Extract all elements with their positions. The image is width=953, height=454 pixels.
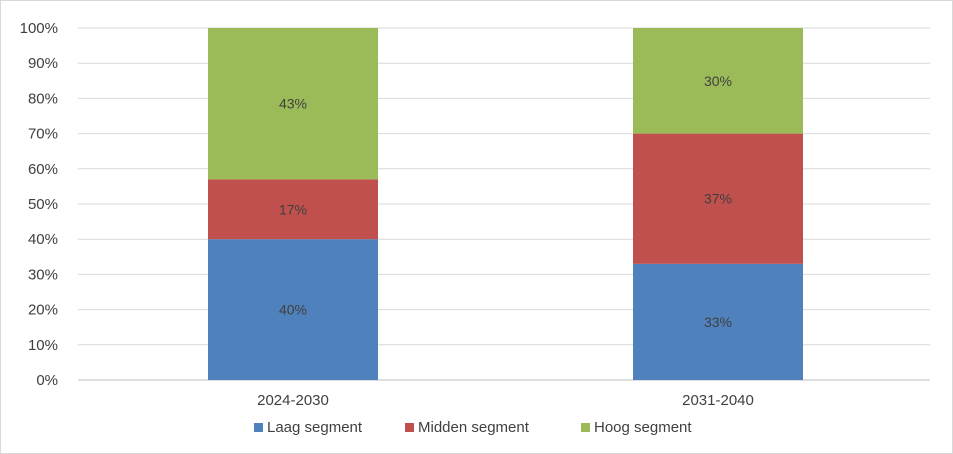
bar-segment-midden-segment — [208, 179, 378, 240]
x-category-label: 2031-2040 — [682, 392, 754, 409]
y-tick-label: 40% — [28, 231, 58, 248]
bar-segment-laag-segment — [633, 263, 803, 380]
bar-segment-hoog-segment — [633, 28, 803, 134]
data-label: 30% — [704, 73, 732, 89]
data-label: 43% — [279, 96, 307, 112]
y-tick-label: 90% — [28, 55, 58, 72]
y-tick-label: 30% — [28, 266, 58, 283]
x-category-label: 2024-2030 — [257, 392, 329, 409]
x-axis-category-labels: 2024-2030 2031-2040 — [257, 392, 754, 409]
legend-label: Midden segment — [418, 419, 530, 436]
legend-item-midden-segment: Midden segment — [405, 419, 530, 436]
bar-segment-midden-segment — [633, 133, 803, 264]
bar-segment-hoog-segment — [208, 28, 378, 180]
y-axis-tick-labels: 0% 10% 20% 30% 40% 50% 60% 70% 80% 90% 100% — [20, 20, 58, 389]
legend-swatch — [254, 423, 263, 432]
legend-item-hoog-segment: Hoog segment — [581, 419, 692, 436]
data-label: 17% — [279, 201, 307, 217]
bar-segment-laag-segment — [208, 239, 378, 380]
legend-label: Laag segment — [267, 419, 363, 436]
legend-swatch — [581, 423, 590, 432]
y-tick-label: 100% — [20, 20, 58, 37]
y-tick-label: 20% — [28, 302, 58, 319]
legend-label: Hoog segment — [594, 419, 692, 436]
y-tick-label: 0% — [36, 372, 58, 389]
data-label: 33% — [704, 314, 732, 330]
y-tick-label: 80% — [28, 90, 58, 107]
y-tick-label: 70% — [28, 126, 58, 143]
y-tick-label: 10% — [28, 337, 58, 354]
legend-item-laag-segment: Laag segment — [254, 419, 363, 436]
data-label: 37% — [704, 191, 732, 207]
bar-stacks: 40% 17% 43% 33% 37% 30% — [208, 28, 803, 380]
bar-stack-2031-2040: 33% 37% 30% — [633, 28, 803, 380]
legend-swatch — [405, 423, 414, 432]
y-tick-label: 60% — [28, 161, 58, 178]
data-label: 40% — [279, 302, 307, 318]
legend: Laag segment Midden segment Hoog segment — [254, 419, 692, 436]
bar-stack-2024-2030: 40% 17% 43% — [208, 28, 378, 380]
y-tick-label: 50% — [28, 196, 58, 213]
